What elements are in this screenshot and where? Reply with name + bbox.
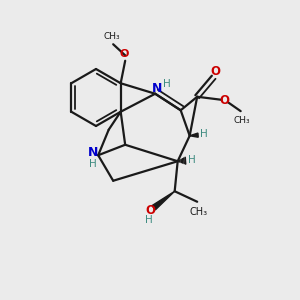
Text: O: O: [145, 204, 155, 217]
Text: CH₃: CH₃: [103, 32, 120, 41]
Text: N: N: [152, 82, 162, 95]
Text: H: H: [145, 215, 153, 225]
Text: CH₃: CH₃: [190, 207, 208, 217]
Text: H: H: [188, 155, 196, 165]
Text: H: H: [89, 159, 97, 169]
Text: O: O: [210, 65, 220, 78]
Text: O: O: [120, 49, 129, 59]
Text: CH₃: CH₃: [234, 116, 250, 124]
Polygon shape: [152, 191, 175, 210]
Text: H: H: [200, 129, 208, 139]
Polygon shape: [190, 133, 198, 137]
Text: N: N: [88, 146, 98, 159]
Text: O: O: [220, 94, 230, 107]
Text: H: H: [163, 79, 170, 89]
